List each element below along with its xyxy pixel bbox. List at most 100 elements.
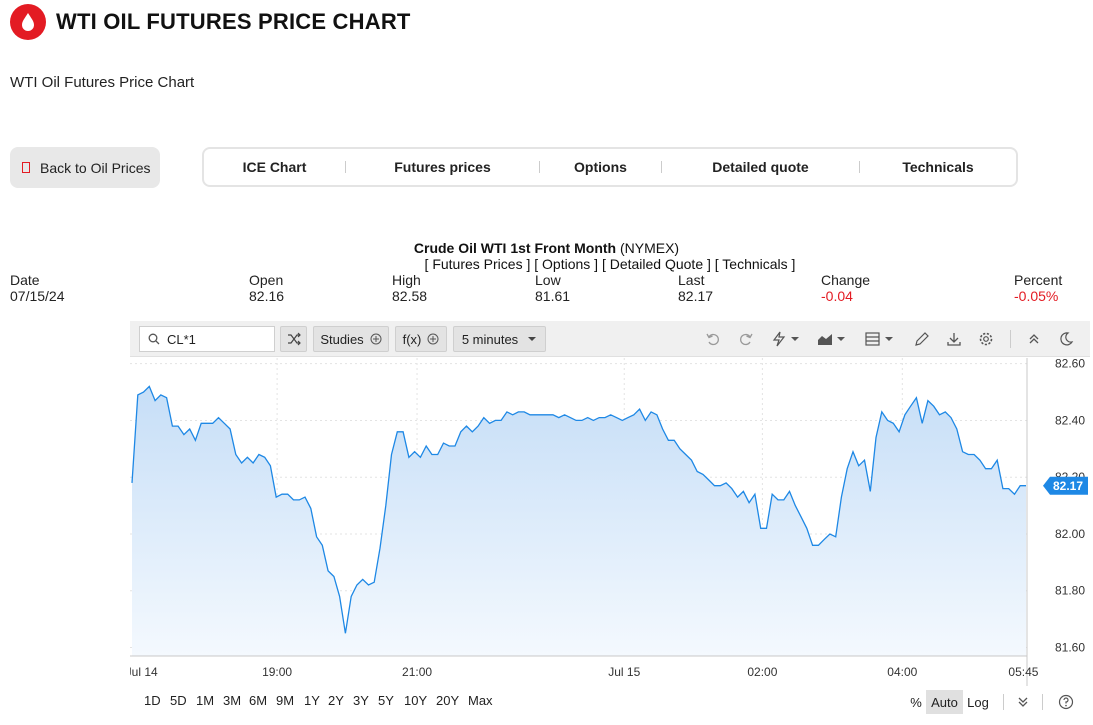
range-3m[interactable]: 3M (223, 693, 242, 708)
help-icon[interactable] (1056, 690, 1076, 714)
x-tick-label: 19:00 (262, 665, 292, 679)
quote-open: Open 82.16 (249, 272, 284, 304)
range-bar: 1D 5D 1M 3M 6M 9M 1Y 2Y 3Y 5Y 10Y 20Y Ma… (130, 689, 1090, 715)
oil-drop-icon (10, 4, 46, 40)
scale-auto-button[interactable]: Auto (926, 690, 963, 714)
page-subtitle: WTI Oil Futures Price Chart (10, 74, 195, 91)
symbol-links[interactable]: [ Futures Prices ] [ Options ] [ Detaile… (424, 256, 796, 272)
tab-ice-chart[interactable]: ICE Chart (242, 159, 307, 175)
undo-icon[interactable] (702, 329, 724, 349)
interval-select[interactable]: 5 minutes (453, 326, 546, 352)
compare-button[interactable] (280, 326, 307, 352)
back-to-oil-prices-button[interactable]: Back to Oil Prices (10, 147, 160, 188)
range-9m[interactable]: 9M (276, 693, 295, 708)
download-icon[interactable] (943, 329, 965, 349)
symbol-search-input[interactable]: CL*1 (139, 326, 275, 352)
settings-gear-icon[interactable] (975, 329, 997, 349)
studies-label: Studies (320, 331, 364, 347)
tab-options[interactable]: Options (574, 159, 627, 175)
back-button-label: Back to Oil Prices (40, 159, 151, 176)
shuffle-icon (287, 332, 301, 346)
pencil-icon[interactable] (911, 329, 933, 349)
back-icon (22, 162, 30, 173)
range-20y[interactable]: 20Y (436, 693, 460, 708)
y-tick-label: 81.80 (1055, 584, 1085, 598)
quote-last-value: 82.17 (678, 288, 714, 304)
range-max[interactable]: Max (468, 693, 493, 708)
quote-percent-value: -0.05% (1014, 288, 1059, 304)
range-1y[interactable]: 1Y (304, 693, 320, 708)
range-2y[interactable]: 2Y (328, 693, 344, 708)
quote-percent: Percent -0.05% (1014, 272, 1062, 304)
y-tick-label: 81.60 (1055, 640, 1085, 654)
x-tick-label: 05:45 (1008, 665, 1038, 679)
range-5d[interactable]: 5D (170, 693, 187, 708)
last-price-badge (1043, 476, 1088, 495)
y-tick-label: 82.40 (1055, 413, 1085, 427)
range-3y[interactable]: 3Y (353, 693, 369, 708)
tab-divider (539, 161, 540, 173)
quote-low: Low 81.61 (535, 272, 570, 304)
tab-divider (661, 161, 662, 173)
chart-type-icon[interactable] (816, 329, 850, 349)
redo-icon[interactable] (735, 329, 757, 349)
layout-menu-icon[interactable] (864, 329, 898, 349)
quote-open-value: 82.16 (249, 288, 285, 304)
quote-date-value: 07/15/24 (10, 288, 65, 304)
range-1d[interactable]: 1D (144, 693, 161, 708)
symbol-title: Crude Oil WTI 1st Front Month (NYMEX) (0, 240, 1093, 256)
quote-last-label: Last (678, 272, 705, 288)
chevrons-down-icon[interactable] (1013, 690, 1033, 714)
tab-technicals[interactable]: Technicals (902, 159, 974, 175)
caret-down-icon (528, 337, 537, 341)
tab-bar: ICE Chart Futures prices Options Detaile… (202, 147, 1018, 187)
x-tick-label: 04:00 (887, 665, 917, 679)
quote-high-label: High (392, 272, 421, 288)
tab-detailed-quote[interactable]: Detailed quote (712, 159, 809, 175)
quote-high: High 82.58 (392, 272, 427, 304)
tab-futures-prices[interactable]: Futures prices (394, 159, 491, 175)
tab-divider (345, 161, 346, 173)
quote-last: Last 82.17 (678, 272, 713, 304)
page-title: WTI OIL FUTURES PRICE CHART (56, 9, 411, 34)
quote-low-value: 81.61 (535, 288, 571, 304)
x-tick-label: Jul 14 (130, 665, 158, 679)
range-5y[interactable]: 5Y (378, 693, 394, 708)
price-area-fill (132, 386, 1026, 656)
lightning-menu-icon[interactable] (770, 329, 804, 349)
quote-date: Date 07/15/24 (10, 272, 65, 304)
y-tick-label: 82.60 (1055, 358, 1085, 371)
collapse-up-icon[interactable] (1023, 329, 1045, 349)
add-circle-icon (370, 333, 382, 345)
functions-label: f(x) (402, 331, 422, 347)
scale-log-button[interactable]: Log (967, 694, 989, 710)
symbol-search-value: CL*1 (167, 331, 196, 347)
interval-label: 5 minutes (461, 331, 519, 347)
search-icon (148, 333, 160, 345)
toolbar-divider (1010, 330, 1011, 348)
tab-divider (859, 161, 860, 173)
functions-button[interactable]: f(x) (395, 326, 447, 352)
studies-button[interactable]: Studies (313, 326, 389, 352)
y-tick-label: 82.00 (1055, 527, 1085, 541)
range-divider (1003, 694, 1004, 710)
price-line (131, 385, 1026, 634)
x-tick-label: 21:00 (402, 665, 432, 679)
x-tick-label: 02:00 (747, 665, 777, 679)
quote-low-label: Low (535, 272, 561, 288)
scale-percent-button[interactable]: % (910, 694, 922, 710)
range-1m[interactable]: 1M (196, 693, 215, 708)
quote-change: Change -0.04 (821, 272, 870, 304)
quote-change-label: Change (821, 272, 871, 288)
last-price-label: 82.17 (1053, 479, 1083, 493)
page-header: WTI OIL FUTURES PRICE CHART (10, 4, 411, 40)
quote-date-label: Date (10, 272, 40, 288)
add-circle-icon (427, 333, 439, 345)
dark-mode-moon-icon[interactable] (1055, 329, 1077, 349)
range-divider (1042, 694, 1043, 710)
symbol-exchange: (NYMEX) (619, 240, 680, 256)
range-10y[interactable]: 10Y (404, 693, 428, 708)
symbol-name: Crude Oil WTI 1st Front Month (413, 240, 617, 256)
range-6m[interactable]: 6M (249, 693, 268, 708)
